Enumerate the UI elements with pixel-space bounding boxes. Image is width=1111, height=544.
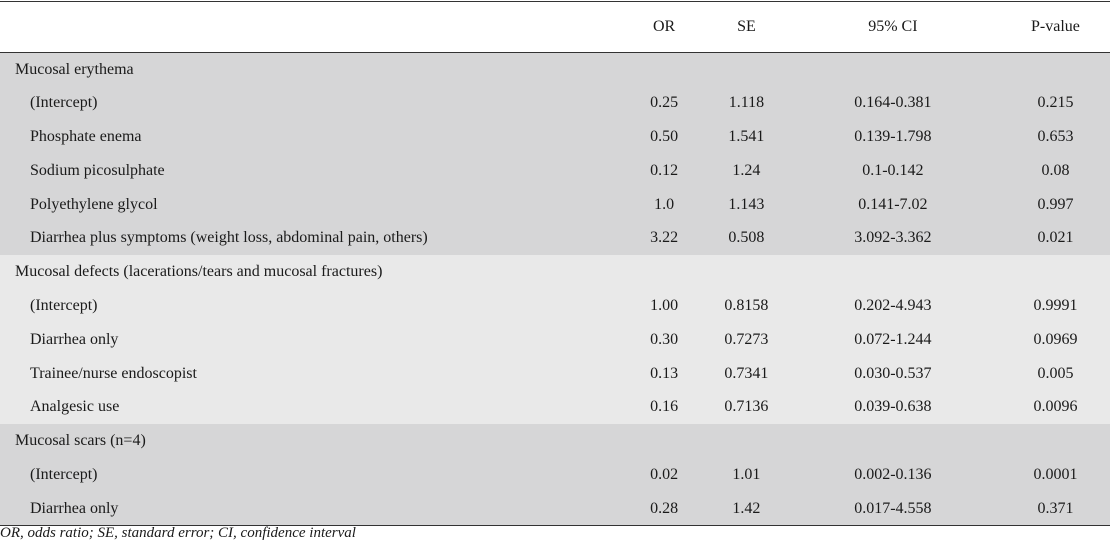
row-label: Diarrhea plus symptoms (weight loss, abd…: [0, 221, 621, 256]
table-row: Trainee/nurse endoscopist 0.13 0.7341 0.030…: [0, 356, 1110, 391]
row-label: (Intercept): [0, 289, 621, 323]
section-row: Mucosal scars (n=4): [0, 424, 1110, 459]
section-row: Mucosal erythema: [0, 52, 1110, 87]
section-title: Mucosal erythema: [0, 52, 1110, 87]
header-ci: 95% CI: [784, 1, 1001, 53]
p-value-cell: 0.997: [1000, 187, 1110, 222]
p-value-cell: 0.08: [1000, 153, 1110, 188]
confidence-interval-cell: 0.141-7.02: [784, 187, 1001, 222]
confidence-interval-cell: 3.092-3.362: [784, 221, 1001, 256]
table-row: Diarrhea plus symptoms (weight loss, abd…: [0, 221, 1110, 256]
p-value-cell: 0.0096: [1000, 390, 1110, 425]
p-value-cell: 0.021: [1000, 221, 1110, 256]
table-row: Sodium picosulphate 0.12 1.24 0.1-0.142 0.08: [0, 153, 1110, 188]
odds-ratio-cell: 0.16: [620, 390, 708, 425]
header-label-column: [0, 1, 621, 53]
table-row: (Intercept) 0.02 1.01 0.002-0.136 0.0001: [0, 458, 1110, 492]
row-label: Sodium picosulphate: [0, 153, 621, 188]
standard-error-cell: 0.7341: [707, 356, 785, 391]
confidence-interval-cell: 0.039-0.638: [784, 390, 1001, 425]
standard-error-cell: 0.7273: [707, 322, 785, 357]
table-header: OR SE 95% CI P-value: [0, 1, 1110, 53]
odds-ratio-cell: 0.13: [620, 356, 708, 391]
header-row: OR SE 95% CI P-value: [0, 1, 1110, 53]
confidence-interval-cell: 0.1-0.142: [784, 153, 1001, 188]
results-table: OR SE 95% CI P-value Mucosal erythema (In…: [0, 1, 1110, 526]
confidence-interval-cell: 0.017-4.558: [784, 491, 1001, 526]
row-label: Diarrhea only: [0, 491, 621, 526]
confidence-interval-cell: 0.139-1.798: [784, 120, 1001, 154]
table-row: (Intercept) 1.00 0.8158 0.202-4.943 0.9991: [0, 289, 1110, 323]
p-value-cell: 0.0001: [1000, 458, 1110, 492]
odds-ratio-cell: 1.00: [620, 289, 708, 323]
confidence-interval-cell: 0.030-0.537: [784, 356, 1001, 391]
odds-ratio-cell: 0.28: [620, 491, 708, 526]
standard-error-cell: 1.541: [707, 120, 785, 154]
confidence-interval-cell: 0.164-0.381: [784, 86, 1001, 121]
row-label: (Intercept): [0, 86, 621, 121]
row-label: Trainee/nurse endoscopist: [0, 356, 621, 391]
standard-error-cell: 0.8158: [707, 289, 785, 323]
table-footnote: OR, odds ratio; SE, standard error; CI, …: [0, 525, 356, 541]
confidence-interval-cell: 0.002-0.136: [784, 458, 1001, 492]
standard-error-cell: 0.7136: [707, 390, 785, 425]
row-label: (Intercept): [0, 458, 621, 492]
section-row: Mucosal defects (lacerations/tears and m…: [0, 255, 1110, 290]
section-title: Mucosal defects (lacerations/tears and m…: [0, 255, 1110, 290]
table-row: Polyethylene glycol 1.0 1.143 0.141-7.02 0.9…: [0, 187, 1110, 222]
odds-ratio-cell: 0.50: [620, 120, 708, 154]
odds-ratio-cell: 0.30: [620, 322, 708, 357]
p-value-cell: 0.653: [1000, 120, 1110, 154]
table-row: Diarrhea only 0.30 0.7273 0.072-1.244 0.0969: [0, 322, 1110, 357]
table-body: Mucosal erythema (Intercept) 0.25 1.118 0.16…: [0, 52, 1110, 526]
confidence-interval-cell: 0.072-1.244: [784, 322, 1001, 357]
header-p-value: P-value: [1000, 1, 1110, 53]
odds-ratio-cell: 0.12: [620, 153, 708, 188]
header-or: OR: [620, 1, 708, 53]
p-value-cell: 0.371: [1000, 491, 1110, 526]
table-row: Diarrhea only 0.28 1.42 0.017-4.558 0.371: [0, 491, 1110, 526]
section-title: Mucosal scars (n=4): [0, 424, 1110, 459]
standard-error-cell: 0.508: [707, 221, 785, 256]
table-row: Analgesic use 0.16 0.7136 0.039-0.638 0.0096: [0, 390, 1110, 425]
header-se: SE: [707, 1, 785, 53]
standard-error-cell: 1.143: [707, 187, 785, 222]
standard-error-cell: 1.118: [707, 86, 785, 121]
table-row: Phosphate enema 0.50 1.541 0.139-1.798 0.653: [0, 120, 1110, 154]
p-value-cell: 0.0969: [1000, 322, 1110, 357]
standard-error-cell: 1.42: [707, 491, 785, 526]
p-value-cell: 0.9991: [1000, 289, 1110, 323]
odds-ratio-cell: 1.0: [620, 187, 708, 222]
standard-error-cell: 1.01: [707, 458, 785, 492]
odds-ratio-cell: 0.02: [620, 458, 708, 492]
row-label: Phosphate enema: [0, 120, 621, 154]
table-row: (Intercept) 0.25 1.118 0.164-0.381 0.215: [0, 86, 1110, 121]
row-label: Diarrhea only: [0, 322, 621, 357]
p-value-cell: 0.005: [1000, 356, 1110, 391]
row-label: Analgesic use: [0, 390, 621, 425]
p-value-cell: 0.215: [1000, 86, 1110, 121]
row-label: Polyethylene glycol: [0, 187, 621, 222]
odds-ratio-cell: 3.22: [620, 221, 708, 256]
standard-error-cell: 1.24: [707, 153, 785, 188]
confidence-interval-cell: 0.202-4.943: [784, 289, 1001, 323]
odds-ratio-cell: 0.25: [620, 86, 708, 121]
